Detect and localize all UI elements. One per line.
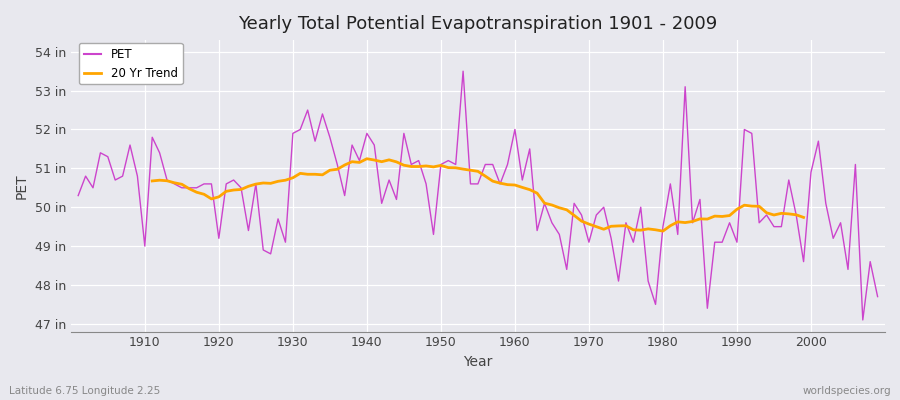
Legend: PET, 20 Yr Trend: PET, 20 Yr Trend <box>79 43 183 84</box>
Y-axis label: PET: PET <box>15 173 29 199</box>
Text: worldspecies.org: worldspecies.org <box>803 386 891 396</box>
X-axis label: Year: Year <box>464 355 492 369</box>
Text: Latitude 6.75 Longitude 2.25: Latitude 6.75 Longitude 2.25 <box>9 386 160 396</box>
Title: Yearly Total Potential Evapotranspiration 1901 - 2009: Yearly Total Potential Evapotranspiratio… <box>238 15 717 33</box>
